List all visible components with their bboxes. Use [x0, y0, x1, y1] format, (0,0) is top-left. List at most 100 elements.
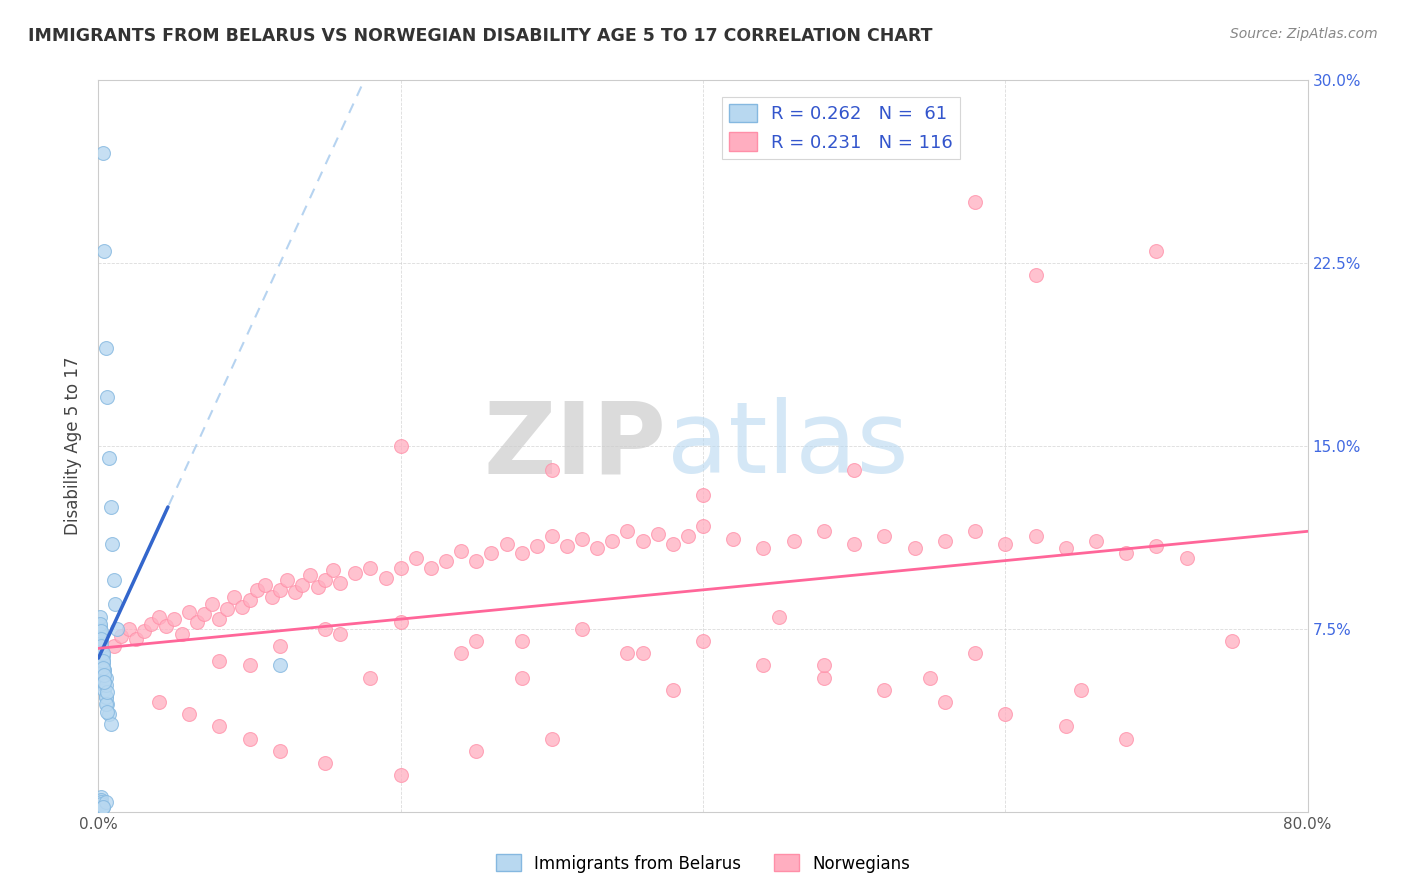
Point: [314, 756, 336, 770]
Point: [904, 541, 927, 556]
Point: [1024, 529, 1046, 543]
Point: [307, 581, 329, 595]
Point: [291, 578, 314, 592]
Point: [873, 529, 896, 543]
Point: [125, 632, 148, 646]
Point: [91, 800, 114, 814]
Point: [141, 617, 163, 632]
Point: [555, 539, 578, 553]
Text: ZIP: ZIP: [484, 398, 666, 494]
Point: [239, 592, 262, 607]
Point: [93, 668, 115, 682]
Point: [1175, 551, 1198, 566]
Point: [93, 675, 115, 690]
Point: [93, 663, 115, 677]
Point: [253, 578, 276, 592]
Point: [91, 661, 114, 675]
Point: [1085, 534, 1108, 549]
Point: [93, 675, 115, 690]
Point: [90, 639, 112, 653]
Point: [616, 646, 638, 660]
Point: [208, 612, 231, 626]
Point: [91, 146, 114, 161]
Point: [90, 797, 112, 812]
Point: [179, 707, 201, 722]
Point: [844, 536, 866, 550]
Point: [96, 685, 118, 699]
Point: [284, 585, 307, 599]
Point: [314, 573, 336, 587]
Legend: Immigrants from Belarus, Norwegians: Immigrants from Belarus, Norwegians: [489, 847, 917, 880]
Point: [110, 629, 132, 643]
Point: [155, 619, 177, 633]
Point: [90, 634, 112, 648]
Point: [965, 646, 987, 660]
Point: [360, 671, 382, 685]
Point: [201, 598, 224, 612]
Point: [91, 654, 114, 668]
Point: [132, 624, 155, 639]
Point: [631, 534, 654, 549]
Point: [299, 568, 322, 582]
Point: [752, 658, 775, 673]
Point: [692, 634, 714, 648]
Point: [193, 607, 215, 622]
Point: [873, 682, 896, 697]
Text: atlas: atlas: [666, 398, 908, 494]
Point: [934, 695, 956, 709]
Point: [450, 646, 472, 660]
Point: [93, 678, 115, 692]
Point: [90, 790, 112, 805]
Point: [752, 541, 775, 556]
Point: [98, 451, 121, 466]
Point: [389, 561, 412, 575]
Point: [89, 797, 111, 812]
Point: [94, 678, 117, 692]
Point: [526, 539, 548, 553]
Point: [571, 532, 593, 546]
Point: [420, 561, 443, 575]
Point: [465, 553, 488, 567]
Y-axis label: Disability Age 5 to 17: Disability Age 5 to 17: [65, 357, 83, 535]
Point: [269, 744, 291, 758]
Point: [239, 731, 262, 746]
Point: [90, 795, 112, 809]
Point: [510, 634, 533, 648]
Point: [276, 573, 298, 587]
Point: [571, 622, 593, 636]
Point: [262, 590, 284, 604]
Point: [389, 768, 412, 782]
Point: [495, 536, 517, 550]
Point: [405, 551, 427, 566]
Point: [96, 698, 118, 712]
Point: [676, 529, 699, 543]
Point: [540, 529, 562, 543]
Point: [329, 626, 352, 640]
Point: [93, 244, 115, 258]
Point: [1115, 546, 1137, 560]
Point: [208, 654, 231, 668]
Point: [215, 602, 238, 616]
Point: [813, 524, 835, 539]
Point: [170, 626, 193, 640]
Point: [540, 463, 562, 477]
Point: [239, 658, 262, 673]
Point: [510, 546, 533, 560]
Point: [96, 705, 118, 719]
Text: IMMIGRANTS FROM BELARUS VS NORWEGIAN DISABILITY AGE 5 TO 17 CORRELATION CHART: IMMIGRANTS FROM BELARUS VS NORWEGIAN DIS…: [28, 27, 932, 45]
Point: [329, 575, 352, 590]
Point: [103, 639, 125, 653]
Point: [1220, 634, 1243, 648]
Point: [91, 656, 114, 670]
Point: [510, 671, 533, 685]
Point: [692, 488, 714, 502]
Text: Source: ZipAtlas.com: Source: ZipAtlas.com: [1230, 27, 1378, 41]
Point: [91, 661, 114, 675]
Point: [994, 536, 1017, 550]
Point: [208, 719, 231, 733]
Point: [314, 622, 336, 636]
Point: [90, 632, 112, 646]
Point: [90, 792, 112, 806]
Point: [148, 695, 170, 709]
Point: [89, 626, 111, 640]
